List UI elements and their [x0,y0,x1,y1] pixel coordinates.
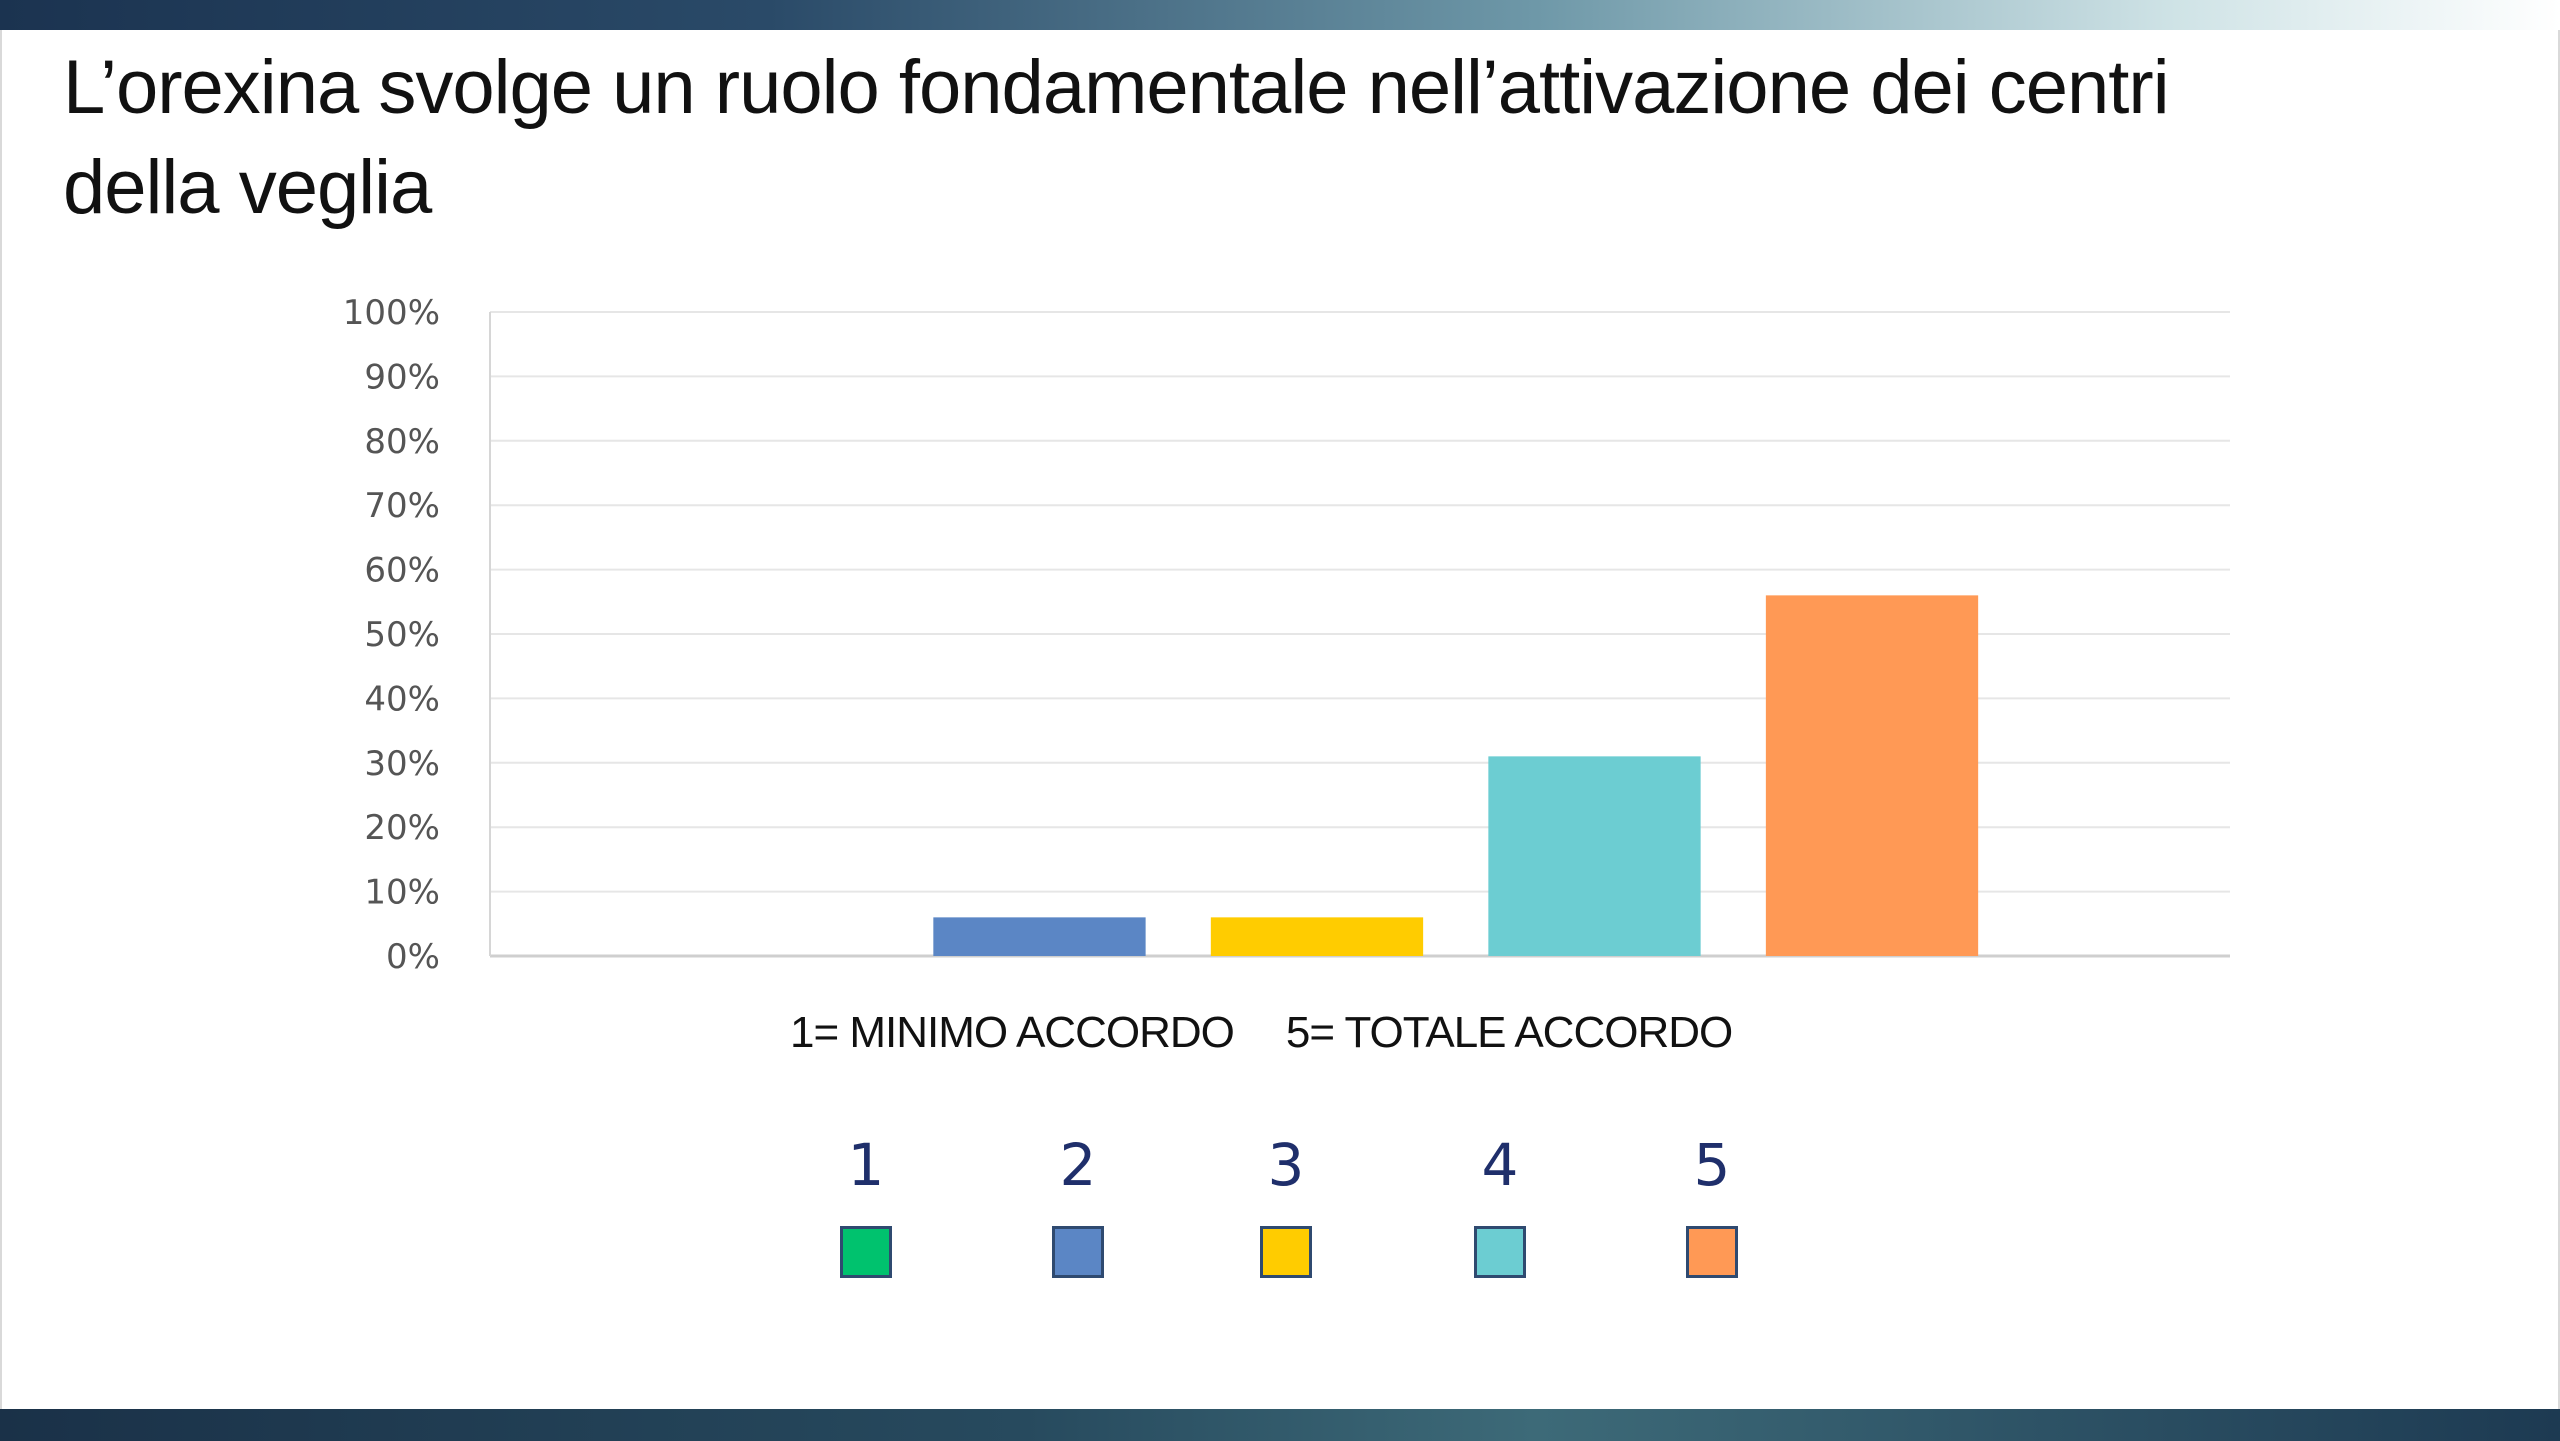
legend-swatch [840,1226,892,1278]
legend-swatch [1686,1226,1738,1278]
y-tick-label: 50% [364,615,440,655]
y-tick-label: 70% [364,486,440,526]
legend-label: 1 [847,1131,885,1199]
scale-note: 1= MINIMO ACCORDO 5= TOTALE ACCORDO [790,1008,1790,1058]
y-axis: 0% 10% 20% 30% 40% 50% 60% 70% 80% 90% 100% [343,293,491,977]
top-decorative-band [0,0,2560,30]
y-tick-label: 80% [364,422,440,462]
y-tick-label: 30% [364,744,440,784]
y-tick-label: 10% [364,873,440,913]
legend-label: 2 [1059,1131,1097,1199]
y-tick-label: 100% [343,293,440,333]
legend-swatch [1052,1226,1104,1278]
bottom-decorative-band [0,1409,2560,1441]
legend-label: 4 [1481,1131,1519,1199]
legend-label: 5 [1693,1131,1731,1199]
y-tick-label: 0% [386,937,440,977]
bar-4 [1488,756,1701,956]
y-tick-label: 20% [364,808,440,848]
legend-swatch [1260,1226,1312,1278]
legend-item-1: 1 [806,1130,926,1278]
legend-item-5: 5 [1652,1130,1772,1278]
legend-label: 3 [1267,1131,1305,1199]
slide-title: L’orexina svolge un ruolo fondamentale n… [63,45,2170,230]
y-tick-label: 60% [364,551,440,591]
right-frame-line [2558,30,2560,1409]
scale-min-label: 1= MINIMO ACCORDO [790,1008,1235,1057]
bars [933,595,1979,956]
legend-item-4: 4 [1440,1130,1560,1278]
bar-3 [1210,917,1424,956]
scale-max-label: 5= TOTALE ACCORDO [1285,1008,1733,1057]
y-tick-label: 40% [364,679,440,719]
legend-item-2: 2 [1018,1130,1138,1278]
bar-2 [933,917,1146,956]
legend-swatch [1474,1226,1526,1278]
y-tick-label: 90% [364,357,440,397]
legend-item-3: 3 [1226,1130,1346,1278]
left-frame-line [0,30,2,1409]
bar-5 [1765,595,1979,956]
